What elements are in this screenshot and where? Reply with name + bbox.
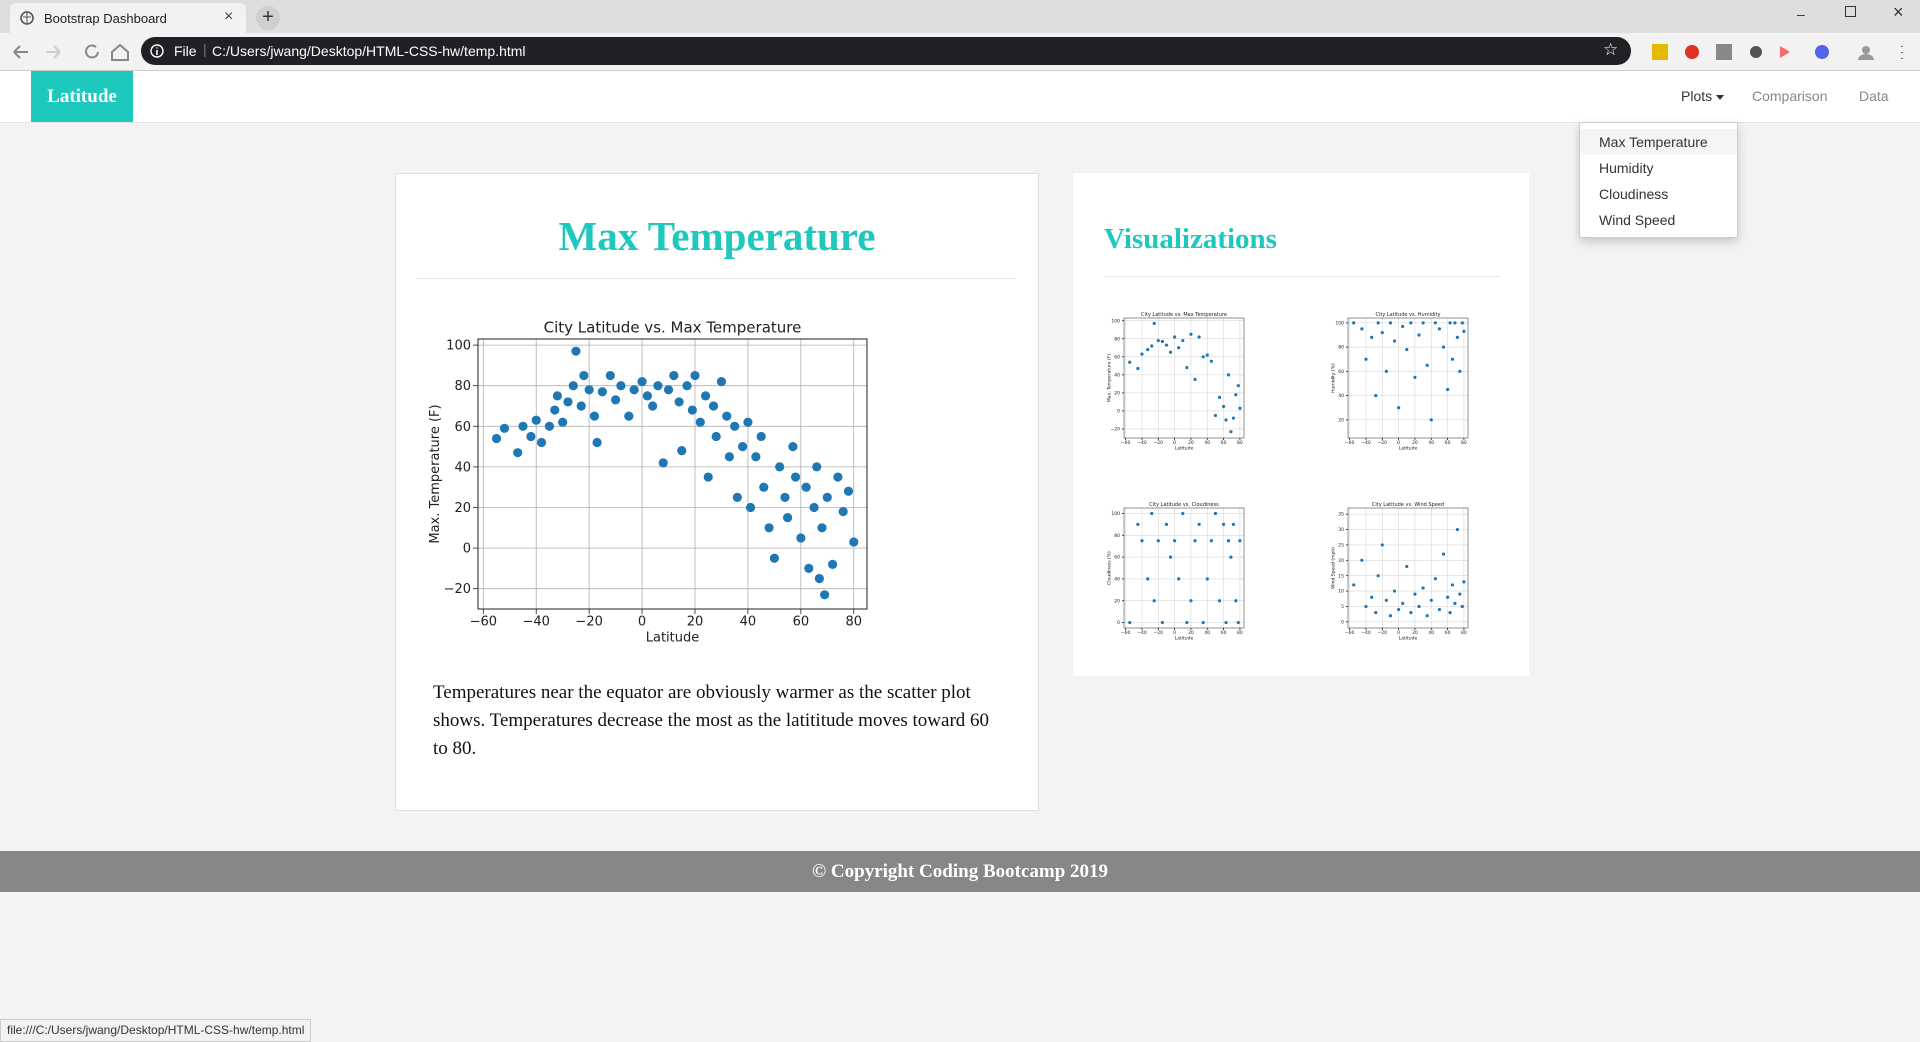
nav-link[interactable]: Comparison <box>1752 88 1828 104</box>
close-tab[interactable]: × <box>224 8 234 25</box>
new-tab[interactable]: + <box>256 6 280 30</box>
extensions[interactable] <box>1648 42 1920 62</box>
navbar: Latitude Plots Comparison Data <box>0 71 1920 123</box>
dropdown-menu: Max Temperature Humidity Cloudiness Wind… <box>1579 122 1738 238</box>
info-icon <box>150 44 164 58</box>
address-row: File | C:/Users/jwang/Desktop/HTML-CSS-h… <box>0 33 1920 71</box>
address-prefix: File <box>174 43 197 59</box>
status-bar: file:///C:/Users/jwang/Desktop/HTML-CSS-… <box>0 1019 312 1042</box>
omnibox[interactable]: File | C:/Users/jwang/Desktop/HTML-CSS-h… <box>141 37 1631 65</box>
restore[interactable] <box>1845 6 1856 17</box>
close-window[interactable]: × <box>1893 2 1904 22</box>
description: Temperatures near the equator are obviou… <box>433 682 990 759</box>
dropdown-item[interactable]: Cloudiness <box>1599 186 1669 202</box>
footer: © Copyright Coding Bootcamp 2019 <box>0 851 1920 892</box>
nav-buttons[interactable] <box>10 41 130 63</box>
nav-link[interactable]: Data <box>1859 88 1889 104</box>
side-card: Visualizations <box>1073 173 1529 676</box>
dropdown-item[interactable]: Humidity <box>1599 160 1654 176</box>
tab-title: Bootstrap Dashboard <box>44 11 167 26</box>
nav-link-text: Plots <box>1681 88 1713 104</box>
tab-bar: Bootstrap Dashboard × + – × <box>0 0 1920 33</box>
brand[interactable]: Latitude <box>31 71 133 122</box>
main-heading: Max Temperature <box>558 213 876 259</box>
separator: | <box>203 41 207 57</box>
dropdown-item[interactable]: Max Temperature <box>1580 129 1737 155</box>
main-card: Max Temperature Temperatures near the eq… <box>395 173 1039 811</box>
url: C:/Users/jwang/Desktop/HTML-CSS-hw/temp.… <box>212 43 526 59</box>
nav-link[interactable]: Plots <box>1681 71 1725 122</box>
minimize[interactable]: – <box>1797 6 1805 22</box>
dropdown-item[interactable]: Wind Speed <box>1599 212 1676 228</box>
divider <box>1104 276 1500 277</box>
caret <box>1716 95 1725 100</box>
bookmark-star[interactable]: ☆ <box>1603 40 1619 59</box>
side-heading: Visualizations <box>1104 223 1277 255</box>
browser-tab[interactable]: Bootstrap Dashboard × <box>10 3 246 33</box>
tab-icon <box>20 11 34 25</box>
divider <box>416 278 1016 279</box>
